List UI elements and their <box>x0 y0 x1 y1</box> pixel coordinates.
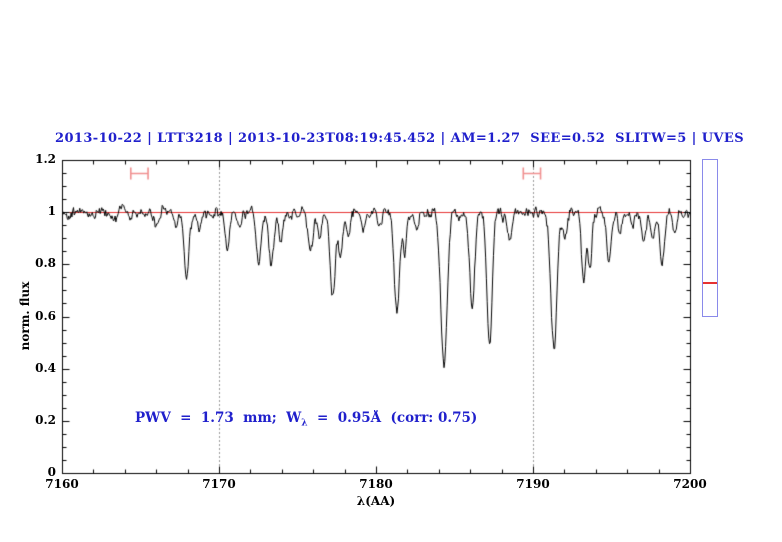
y-tick-label: 1 <box>47 204 56 219</box>
y-tick-label: 0.2 <box>35 412 56 427</box>
x-tick-label: 7200 <box>673 477 707 491</box>
pwv-annotation-subscript: λ <box>301 418 308 429</box>
y-axis-title: norm. flux <box>18 281 32 351</box>
y-tick-label: 0.8 <box>35 256 56 271</box>
x-tick-label: 7190 <box>516 477 550 491</box>
gauge-level-line <box>703 282 717 284</box>
pwv-annotation: PWV = 1.73 mm; Wλ = 0.95Å (corr: 0.75) <box>135 410 477 429</box>
pwv-annotation-suffix: = 0.95Å (corr: 0.75) <box>307 410 478 426</box>
x-axis-title: λ(AA) <box>356 494 396 508</box>
x-tick-label: 7180 <box>359 477 393 491</box>
pwv-gauge-bar <box>702 159 718 317</box>
x-tick-label: 7170 <box>202 477 236 491</box>
y-tick-label: 1.2 <box>35 152 56 166</box>
pwv-annotation-prefix: PWV = 1.73 mm; W <box>135 410 302 426</box>
plot-title: 2013-10-22 | LTT3218 | 2013-10-23T08:19:… <box>55 131 745 146</box>
y-tick-label: 0.6 <box>35 308 56 323</box>
y-tick-label: 0 <box>47 465 56 479</box>
y-tick-label: 0.4 <box>35 360 56 375</box>
x-tick-label: 7160 <box>45 477 79 491</box>
